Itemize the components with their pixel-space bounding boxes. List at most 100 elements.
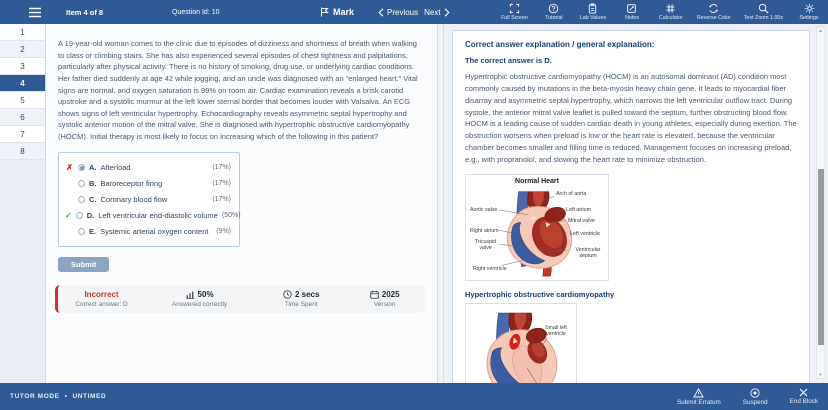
toolbar-tools: Full Screen Tutorial Lab Values Notes Ca…	[501, 0, 822, 24]
result-stats-card: Incorrect Correct answer: D 50% Answered…	[55, 284, 425, 313]
answer-choices: ✗ A. Afterload (17%) B. Baroreceptor fir…	[58, 151, 241, 247]
answer-option-d[interactable]: ✓ D. Left ventricular end-diastolic volu…	[65, 208, 241, 224]
answer-option-a[interactable]: ✗ A. Afterload (17%)	[65, 160, 231, 176]
answer-option-c[interactable]: C. Coronary blood flow (17%)	[65, 192, 231, 208]
scroll-up-icon[interactable]: ▲	[818, 28, 823, 33]
hocm-figure-title: Hypertrophic obstructive cardiomyopathy	[465, 289, 615, 299]
explanation-panel: Correct answer explanation / general exp…	[444, 24, 828, 383]
sidebar-item-8[interactable]: 8	[0, 143, 45, 160]
arch-of-aorta-label: Arch of aorta	[556, 190, 587, 197]
sidebar-item-1[interactable]: 1	[0, 24, 45, 41]
next-button[interactable]: Next	[424, 7, 450, 17]
answer-letter: D.	[86, 211, 95, 221]
submit-erratum-button[interactable]: Submit Erratum	[677, 387, 721, 406]
previous-button[interactable]: Previous	[378, 8, 418, 17]
bar-chart-icon	[185, 291, 194, 299]
correct-answer-text: Correct answer: D	[75, 300, 128, 308]
tutorial-icon	[549, 3, 559, 14]
answered-pct: 50%	[197, 289, 214, 299]
menu-icon[interactable]	[28, 0, 42, 24]
hocm-illustration	[486, 312, 558, 383]
sidebar-item-7[interactable]: 7	[0, 126, 45, 143]
aortic-valve-label: Aortic valve	[470, 206, 498, 213]
radio-a[interactable]	[78, 164, 85, 172]
ventricular-septum-label: Ventricular septum	[575, 246, 601, 259]
suspend-label: Suspend	[742, 398, 768, 406]
scrollbar-thumb[interactable]	[817, 169, 824, 345]
lab-values-button[interactable]: Lab Values	[580, 3, 606, 21]
sidebar-item-3[interactable]: 3	[0, 58, 45, 75]
session-mode: TUTOR MODE • UNTIMED	[0, 393, 106, 400]
notes-label: Notes	[625, 15, 639, 21]
text-zoom-button[interactable]: Text Zoom 1.00x	[744, 3, 783, 21]
time-spent-stat: 2 secs Time Spent	[254, 290, 348, 308]
small-left-ventricle-label: Small left ventricle	[545, 324, 567, 337]
result-status: Incorrect Correct answer: D	[58, 290, 145, 308]
top-toolbar: Item 4 of 8 Question Id: 10 Mark Previou…	[0, 0, 828, 24]
time-spent-value: 2 secs	[294, 289, 320, 299]
untimed-label: UNTIMED	[72, 393, 107, 400]
sidebar-item-2[interactable]: 2	[0, 41, 45, 58]
correct-answer-line: The correct answer is D.	[465, 56, 552, 65]
explanation-body: Hypertrophic obstructive cardiomyopathy …	[465, 72, 797, 164]
hocm-image: Small left ventricle Thickened ventricul…	[468, 307, 574, 383]
explanation-card: Correct answer explanation / general exp…	[452, 30, 810, 383]
normal-heart-illustration	[498, 191, 573, 277]
sidebar-item-4[interactable]: 4	[0, 75, 45, 92]
suspend-button[interactable]: Suspend	[742, 387, 768, 406]
normal-heart-image: Arch of aorta Aortic valve Left atrium M…	[468, 186, 606, 278]
answered-correctly-stat: 50% Answered correctly	[145, 290, 254, 308]
full-screen-label: Full Screen	[501, 15, 528, 21]
settings-button[interactable]: Settings	[796, 3, 822, 21]
mode-separator: •	[64, 393, 68, 400]
next-label: Next	[424, 7, 441, 17]
answer-letter: E.	[89, 227, 97, 237]
question-navigation: Previous Next	[378, 0, 450, 24]
calculator-button[interactable]: Calculator	[658, 3, 684, 21]
hocm-figure: Small left ventricle Thickened ventricul…	[465, 302, 577, 383]
panel-splitter[interactable]	[437, 24, 444, 383]
tutor-mode-label: TUTOR MODE	[10, 393, 60, 400]
scroll-down-icon[interactable]: ▼	[818, 372, 823, 377]
mark-button[interactable]: Mark	[320, 0, 354, 24]
tutorial-button[interactable]: Tutorial	[541, 3, 567, 21]
answer-percent: (17%)	[212, 180, 231, 188]
explanation-scrollbar[interactable]: ▲ ▼	[816, 26, 825, 379]
radio-d[interactable]	[75, 212, 83, 220]
question-id: Question Id: 10	[172, 8, 220, 16]
left-atrium-label: Left atrium	[566, 206, 592, 213]
time-spent-label: Time Spent	[284, 300, 318, 308]
previous-label: Previous	[387, 7, 419, 17]
warning-triangle-icon	[693, 387, 705, 397]
suspend-icon	[750, 387, 760, 398]
version-stat: 2025 Version	[348, 290, 421, 308]
answer-label: Left ventricular end-diastolic volume	[98, 211, 218, 221]
answer-letter: A.	[89, 163, 97, 173]
notes-button[interactable]: Notes	[619, 3, 645, 21]
text-zoom-icon	[758, 3, 769, 14]
submit-button[interactable]: Submit	[58, 256, 110, 272]
answer-option-b[interactable]: B. Baroreceptor firing (17%)	[65, 176, 231, 192]
answer-percent: (50%)	[221, 212, 241, 220]
answer-label: Coronary blood flow	[100, 195, 168, 205]
radio-b[interactable]	[78, 180, 85, 188]
chevron-left-icon	[378, 7, 384, 17]
tutorial-label: Tutorial	[545, 15, 563, 21]
lab-values-label: Lab Values	[579, 15, 606, 21]
explanation-heading: Correct answer explanation / general exp…	[465, 40, 655, 49]
item-counter: Item 4 of 8	[66, 7, 104, 17]
radio-c[interactable]	[78, 196, 85, 204]
version-value: 2025	[381, 289, 400, 299]
sidebar-item-6[interactable]: 6	[0, 109, 45, 126]
version-label: Version	[373, 300, 396, 308]
full-screen-button[interactable]: Full Screen	[501, 3, 528, 21]
sidebar-item-5[interactable]: 5	[0, 92, 45, 109]
reverse-color-button[interactable]: Reverse Color	[697, 3, 731, 21]
radio-e[interactable]	[78, 228, 85, 236]
submit-erratum-label: Submit Erratum	[677, 398, 721, 406]
answer-option-e[interactable]: E. Systemic arterial oxygen content (9%)	[65, 224, 231, 240]
end-block-button[interactable]: End Block	[790, 388, 818, 406]
flag-icon	[321, 7, 329, 17]
answer-label: Afterload	[100, 163, 131, 173]
close-icon	[799, 388, 808, 396]
